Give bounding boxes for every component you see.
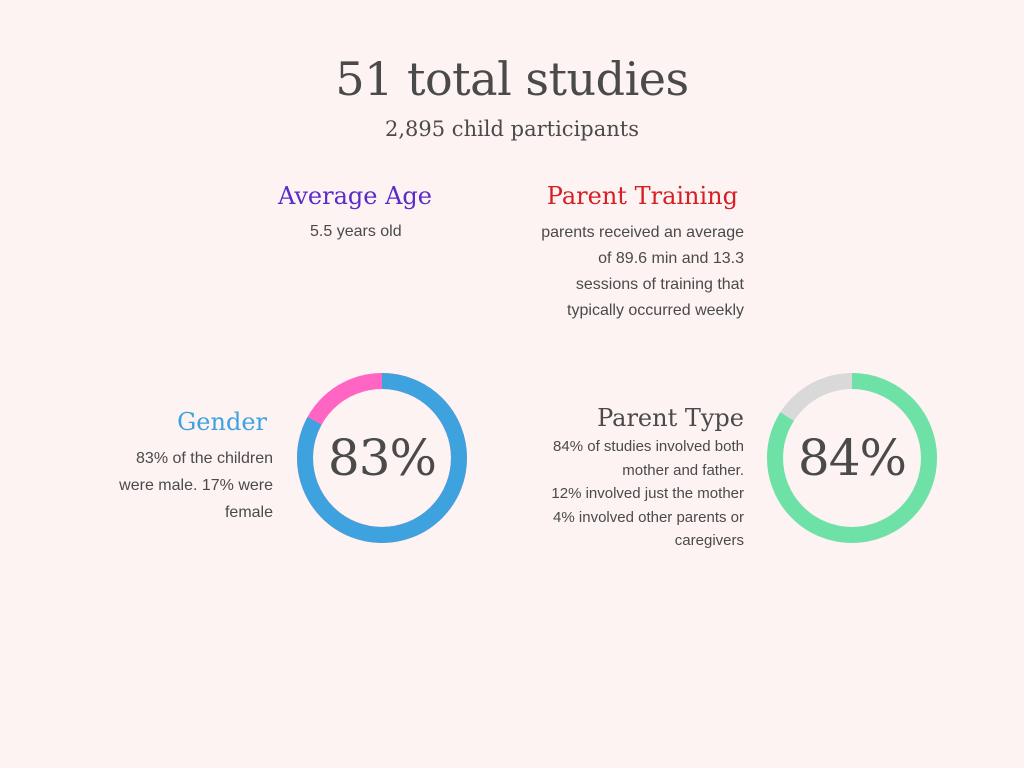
average-age-heading: Average Age [278,182,432,210]
parent-training-line: typically occurred weekly [567,302,744,319]
gender-text: 83% of the children were male. 17% were … [73,445,273,526]
gender-donut-value-arc [297,373,467,543]
page-subtitle: 2,895 child participants [385,117,639,141]
gender-line: were male. 17% were [119,477,273,494]
page-title: 51 total studies [335,52,689,106]
parent-training-line: sessions of training that [575,276,744,293]
gender-line: female [224,504,273,521]
parent-type-text: 84% of studies involved both mother and … [504,435,744,553]
parent-type-donut-chart: 84% [767,373,937,543]
parent-type-line: 84% of studies involved both [553,438,744,455]
parent-type-donut-label: 84% [797,429,907,487]
gender-donut-svg [297,373,467,543]
parent-type-heading: Parent Type [597,404,744,432]
parent-training-line: parents received an average [541,224,744,241]
parent-type-donut-value-arc [767,373,937,543]
gender-donut-chart: 83% [297,373,467,543]
parent-training-text: parents received an average of 89.6 min … [504,220,744,324]
parent-type-donut-svg [767,373,937,543]
parent-training-line: of 89.6 min and 13.3 [598,250,744,267]
parent-type-line: 12% involved just the mother [551,485,744,502]
average-age-text: 5.5 years old [310,223,402,240]
parent-training-heading: Parent Training [546,182,738,210]
parent-type-line: caregivers [674,532,744,549]
gender-heading: Gender [177,408,267,436]
parent-type-line: mother and father. [622,461,744,479]
parent-type-line: 4% involved other parents or [553,508,744,526]
gender-donut-label: 83% [327,429,437,487]
gender-line: 83% of the children [136,450,273,467]
